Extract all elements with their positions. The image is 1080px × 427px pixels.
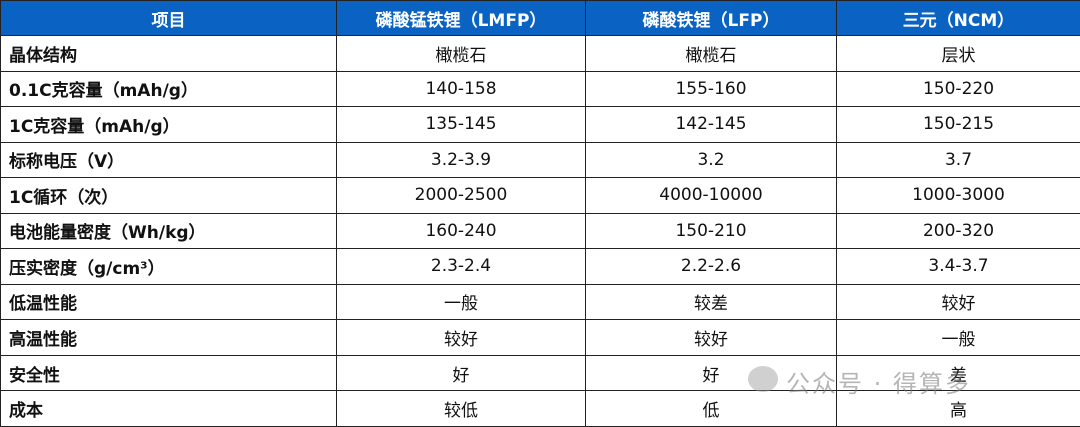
cell: 150-210 [585,212,837,250]
row-label: 电池能量密度（Wh/kg） [0,212,337,250]
row-label: 安全性 [0,354,337,392]
row-label: 低温性能 [0,283,337,321]
row-label: 压实密度（g/cm³） [0,248,337,285]
cell: 较好 [585,319,837,356]
header-cell: 磷酸铁锂（LFP） [585,0,837,36]
cell: 135-145 [336,106,586,143]
cell: 好 [336,354,586,392]
row-label: 高温性能 [0,319,337,356]
row-label: 1C循环（次） [0,177,337,214]
table-row: 成本 较低低高 [0,390,1080,427]
cell: 橄榄石 [585,35,837,72]
cell: 200-320 [836,212,1080,250]
cell: 150-215 [836,106,1080,143]
cell: 3.4-3.7 [836,248,1080,285]
cell: 2.2-2.6 [585,248,837,285]
table-row: 晶体结构 橄榄石 橄榄石 层状 [0,35,1080,72]
watermark-icon [748,366,778,392]
cell: 较差 [585,283,837,321]
header-row: 项目 磷酸锰铁锂（LMFP） 磷酸铁锂（LFP） 三元（NCM） [0,0,1080,36]
row-label: 晶体结构 [0,35,337,72]
cell: 140-158 [336,70,586,108]
header-cell: 三元（NCM） [836,0,1080,36]
table-row: 0.1C克容量（mAh/g） 140-158 155-160 150-220 [0,70,1080,108]
table-body: 晶体结构 橄榄石 橄榄石 层状 0.1C克容量（mAh/g） 140-158 155-160… [0,35,1080,427]
cell: 2000-2500 [336,177,586,214]
cell: 155-160 [585,70,837,108]
cell: 差 [836,354,1080,392]
cell: 高 [836,390,1080,427]
table-row: 1C克容量（mAh/g） 135-145 142-145 150-215 [0,106,1080,143]
row-label: 成本 [0,390,337,427]
cell: 较好 [836,283,1080,321]
cell: 160-240 [336,212,586,250]
cell: 3.7 [836,141,1080,179]
cell: 1000-3000 [836,177,1080,214]
table-row: 1C循环（次） 2000-2500 4000-10000 1000-3000 [0,177,1080,214]
table-row: 压实密度（g/cm³） 2.3-2.4 2.2-2.6 3.4-3.7 [0,248,1080,285]
cell: 橄榄石 [336,35,586,72]
row-label: 标称电压（V） [0,141,337,179]
cell: 较好 [336,319,586,356]
cell: 低 [585,390,837,427]
cell: 2.3-2.4 [336,248,586,285]
cell: 142-145 [585,106,837,143]
table-row: 电池能量密度（Wh/kg） 160-240 150-210 200-320 [0,212,1080,250]
header-cell: 磷酸锰铁锂（LMFP） [336,0,586,36]
row-label: 0.1C克容量（mAh/g） [0,70,337,108]
table-row: 低温性能 一般 较差 较好 [0,283,1080,321]
row-label: 1C克容量（mAh/g） [0,106,337,143]
watermark: 公众号 · 得算多 [786,370,971,398]
cell: 150-220 [836,70,1080,108]
cell: 一般 [336,283,586,321]
cell: 3.2 [585,141,837,179]
cell: 3.2-3.9 [336,141,586,179]
cell: 4000-10000 [585,177,837,214]
table-row: 高温性能 较好 较好 一般 [0,319,1080,356]
table-row: 标称电压（V） 3.2-3.9 3.2 3.7 [0,141,1080,179]
cell: 好 [585,354,837,392]
cell: 层状 [836,35,1080,72]
cell: 一般 [836,319,1080,356]
header-cell: 项目 [0,0,337,36]
cell: 较低 [336,390,586,427]
